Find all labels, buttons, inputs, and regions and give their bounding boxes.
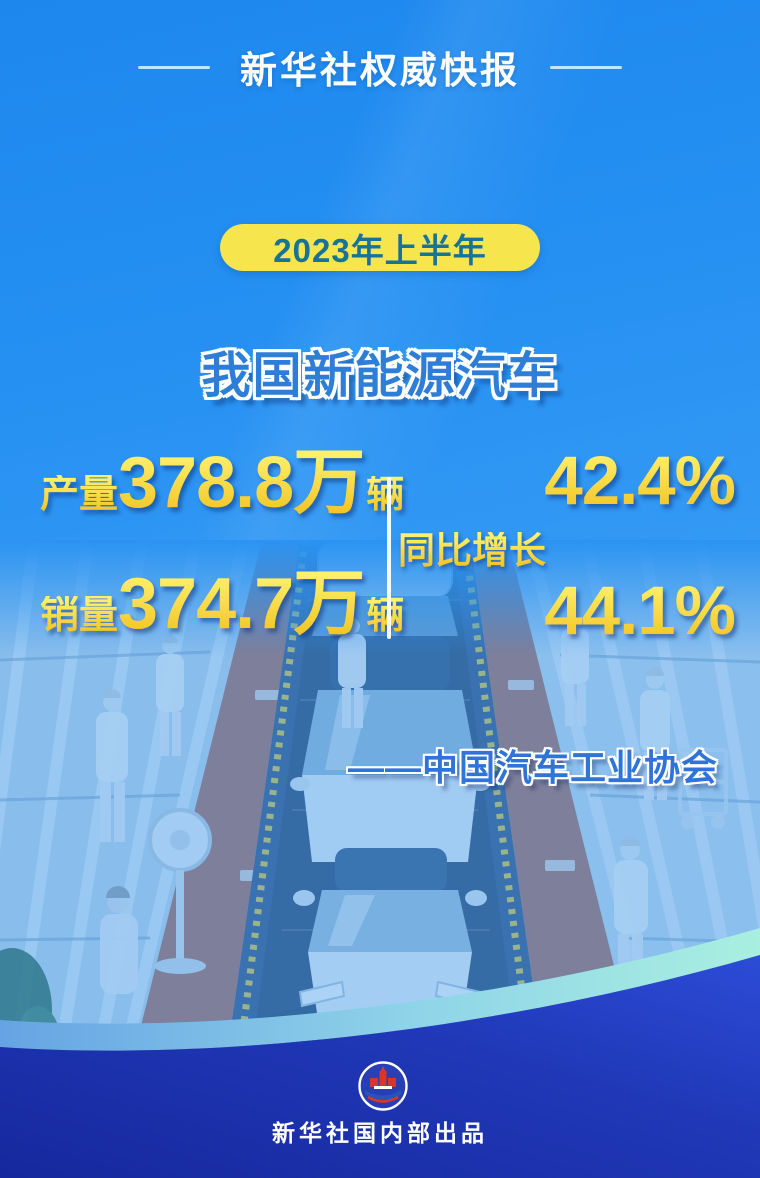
production-growth: 42.4% [470, 446, 736, 515]
emblem-spire [380, 1066, 386, 1072]
period-badge-label: 2023年上半年 [273, 231, 487, 269]
source-attribution: ——中国汽车工业协会 [348, 747, 719, 788]
sales-growth: 44.1% [470, 576, 736, 645]
growth-label: 同比增长 [398, 530, 546, 571]
sales-unit: 辆 [366, 595, 405, 637]
masthead: 新华社权威快报 [0, 40, 760, 94]
production-unit: 辆 [366, 474, 405, 516]
headline-title: 我国新能源汽车 [201, 349, 559, 403]
emblem-tower [379, 1071, 387, 1087]
sales-stat: 销量 374.7万辆 [40, 568, 404, 640]
production-stat: 产量 378.8万辆 [40, 447, 404, 519]
production-label: 产量 [40, 473, 119, 516]
footer-curve [0, 928, 760, 1178]
production-value: 378.8万 [118, 443, 365, 523]
footer-panel [0, 955, 760, 1178]
masthead-title: 新华社权威快报 [240, 50, 520, 91]
sales-label: 销量 [40, 594, 119, 637]
vertical-divider [387, 477, 391, 639]
swoosh-band [0, 928, 760, 1051]
xinhua-logo-icon [358, 1061, 408, 1111]
left-dash-line [138, 65, 210, 69]
right-dash-line [550, 65, 622, 69]
sales-value: 374.7万 [118, 564, 365, 644]
emblem-ribbon [365, 1090, 401, 1101]
period-badge: 2023年上半年 [220, 224, 540, 271]
footer-credit: 新华社国内部出品 [272, 1120, 488, 1146]
